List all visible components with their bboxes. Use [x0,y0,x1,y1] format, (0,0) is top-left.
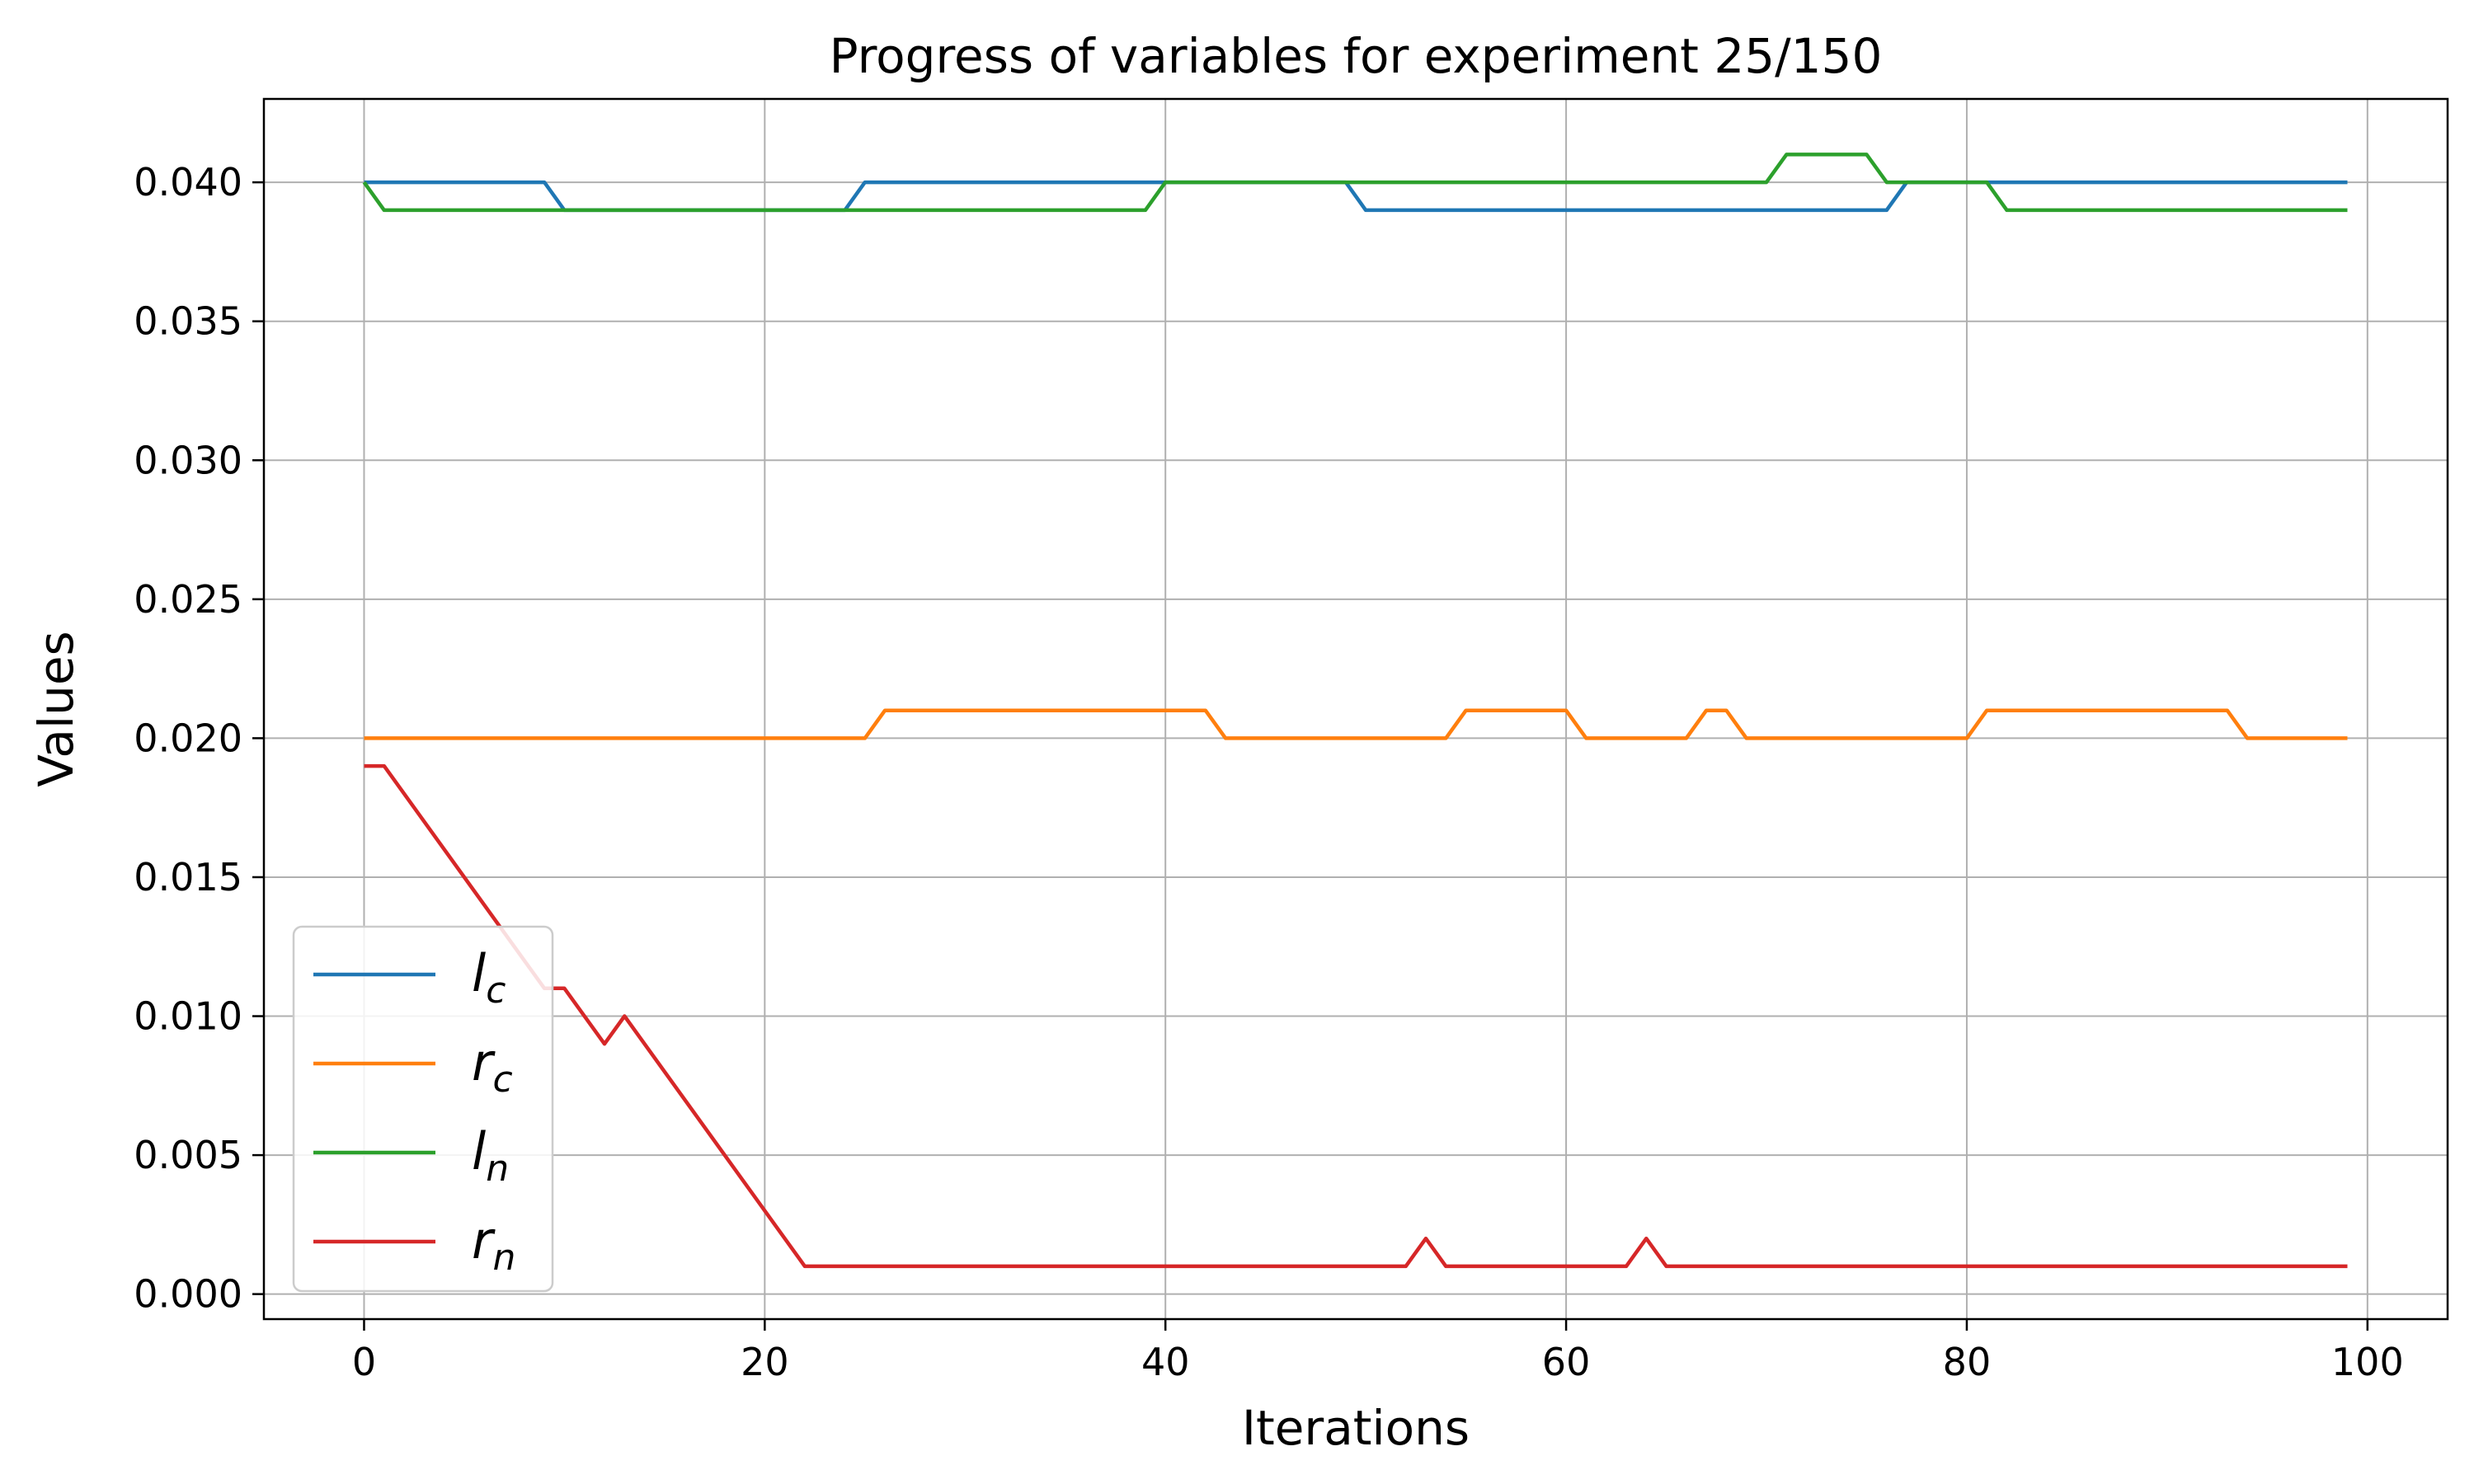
x-tick-label: 80 [1943,1340,1992,1384]
x-tick-label: 0 [352,1340,376,1384]
legend-label-r-n: rn [472,1210,515,1279]
axis-ticks: 0 20 40 60 80 100 0.000 0.005 0.010 0.015 0.020 0.0… [134,160,2403,1384]
series-line-r-c [364,708,2348,740]
legend-label-l-n: ln [472,1121,509,1190]
legend-box [292,925,554,1293]
x-tick-label: 20 [741,1340,789,1384]
plot-frame [262,97,2449,1321]
x-axis-label: Iterations [1242,1400,1470,1456]
legend-label-l-c: lc [472,943,506,1012]
legend: lc rc ln rn [292,925,554,1293]
x-tick-label: 60 [1542,1340,1591,1384]
series-line-l-n [362,153,2348,213]
y-tick-label: 0.025 [134,577,242,622]
x-tick-label: 100 [2331,1340,2404,1384]
y-tick-label: 0.000 [134,1272,242,1317]
series-line-l-c [364,180,2348,213]
y-tick-label: 0.030 [134,438,242,482]
y-tick-label: 0.005 [134,1133,242,1177]
y-axis-label: Values [28,631,84,787]
chart-title: Progress of variables for experiment 25/… [830,28,1883,84]
x-tick-label: 40 [1141,1340,1190,1384]
y-tick-label: 0.010 [134,994,242,1039]
y-tick-label: 0.040 [134,160,242,204]
y-tick-label: 0.015 [134,855,242,899]
y-tick-label: 0.020 [134,716,242,760]
legend-label-r-c: rc [472,1032,513,1101]
y-tick-label: 0.035 [134,299,242,344]
